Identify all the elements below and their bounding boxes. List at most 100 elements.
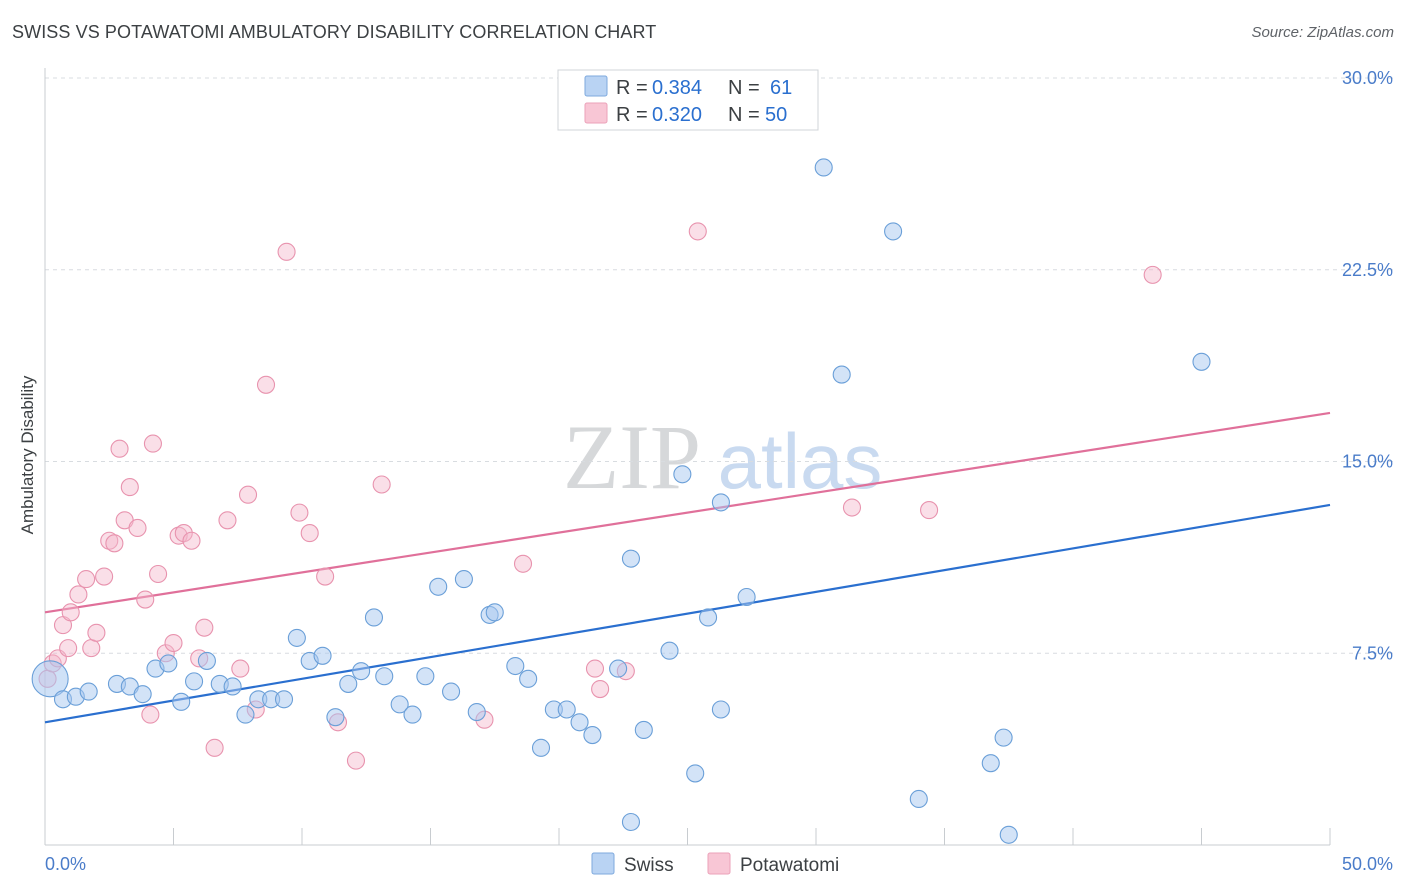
swiss-point: [375, 667, 394, 686]
y-tick-label-0: 7.5%: [1352, 643, 1393, 663]
trend-lines: [44, 411, 1331, 724]
swiss-point: [583, 726, 602, 745]
swiss-point: [172, 692, 191, 711]
potawatomi-point: [688, 222, 707, 241]
potawatomi-point: [842, 498, 862, 517]
swiss-point: [981, 754, 1000, 773]
potawatomi-point: [300, 524, 319, 543]
swiss-point: [994, 728, 1013, 747]
potawatomi-point: [149, 564, 168, 584]
swiss-point: [1192, 352, 1211, 371]
y-tick-label-2: 22.5%: [1342, 260, 1393, 280]
swiss-points: [31, 158, 1211, 844]
watermark-zip: ZIP: [563, 406, 701, 508]
legend-n-value-potawatomi: 50: [765, 104, 787, 126]
potawatomi-point: [182, 531, 201, 550]
swiss-point: [999, 825, 1018, 844]
potawatomi-point: [136, 590, 155, 609]
zipatlas-watermark: ZIP atlas: [563, 406, 882, 508]
swiss-point: [686, 764, 705, 783]
swiss-point: [570, 713, 589, 732]
swiss-point: [403, 705, 422, 724]
potawatomi-point: [316, 567, 335, 586]
swiss-point: [79, 682, 98, 701]
swiss-point: [442, 682, 461, 701]
potawatomi-point: [110, 439, 129, 458]
legend-r-value-potawatomi: 0.320: [652, 104, 702, 126]
swiss-point: [609, 659, 628, 678]
y-tick-label-1: 15.0%: [1342, 452, 1393, 472]
legend: R = 0.384 N = 61 R = 0.320 N = 50: [557, 69, 819, 131]
swiss-point: [814, 158, 833, 177]
swiss-point: [519, 669, 538, 688]
potawatomi-point: [256, 375, 276, 394]
swiss-point: [673, 465, 692, 484]
legend-swatch-potawatomi: [584, 102, 608, 124]
legend-n-label-potawatomi: N =: [728, 104, 760, 126]
bottom-legend-swatch-swiss: [591, 852, 615, 875]
potawatomi-point: [61, 603, 80, 622]
swiss-point: [485, 603, 504, 622]
potawatomi-point: [59, 639, 78, 658]
swiss-point: [467, 703, 486, 722]
swiss-point: [287, 628, 306, 647]
potawatomi-point: [100, 531, 119, 550]
potawatomi-points: [38, 222, 1162, 770]
swiss-point: [621, 549, 641, 568]
legend-r-label-swiss: R =: [616, 77, 648, 99]
potawatomi-point: [372, 475, 391, 494]
swiss-point: [236, 705, 255, 724]
potawatomi-point: [218, 511, 237, 530]
potawatomi-point: [591, 679, 610, 699]
swiss-point: [711, 493, 730, 512]
potawatomi-point: [95, 567, 114, 586]
swiss-point: [313, 646, 332, 665]
swiss-point: [711, 700, 730, 719]
axes: [44, 68, 1331, 846]
swiss-point: [429, 577, 448, 596]
swiss-point: [557, 700, 576, 719]
potawatomi-point: [77, 570, 96, 589]
swiss-point: [274, 690, 294, 709]
potawatomi-point: [105, 534, 124, 553]
swiss-point: [31, 660, 69, 698]
x-tick-label-min: 0.0%: [45, 854, 86, 874]
potawatomi-point: [164, 633, 183, 653]
potawatomi-point: [87, 623, 106, 642]
trend-line-potawatomi: [44, 411, 1331, 614]
potawatomi-point: [231, 659, 250, 678]
swiss-point: [454, 570, 473, 589]
y-tick-label-3: 30.0%: [1342, 68, 1393, 88]
potawatomi-point: [120, 478, 139, 497]
swiss-point: [185, 672, 204, 691]
potawatomi-point: [290, 503, 309, 522]
potawatomi-point: [238, 485, 258, 504]
legend-n-value-swiss: 61: [770, 77, 792, 99]
swiss-point: [737, 587, 756, 607]
legend-n-label-swiss: N =: [728, 77, 760, 99]
chart-source: Source: ZipAtlas.com: [1251, 24, 1394, 41]
bottom-legend-label-potawatomi: Potawatomi: [740, 855, 839, 876]
potawatomi-point: [346, 751, 366, 770]
legend-r-label-potawatomi: R =: [616, 104, 648, 126]
swiss-point: [223, 677, 242, 696]
potawatomi-point: [1143, 265, 1162, 284]
swiss-point: [621, 812, 641, 832]
bottom-legend-swatch-potawatomi: [707, 852, 731, 875]
swiss-point: [364, 608, 384, 627]
tick-labels: 7.5% 15.0% 22.5% 30.0% 0.0% 50.0%: [45, 68, 1393, 874]
swiss-point: [531, 738, 551, 757]
potawatomi-point: [513, 554, 533, 573]
chart-title: SWISS VS POTAWATOMI AMBULATORY DISABILIT…: [12, 22, 657, 42]
potawatomi-point: [277, 242, 296, 261]
swiss-point: [197, 651, 216, 670]
grid-lines: [45, 77, 1393, 654]
swiss-point: [909, 789, 928, 809]
legend-swatch-swiss: [584, 75, 608, 97]
swiss-point: [884, 222, 903, 241]
potawatomi-point: [143, 434, 162, 453]
swiss-point: [832, 365, 851, 384]
legend-r-value-swiss: 0.384: [652, 77, 702, 99]
swiss-point: [506, 656, 525, 676]
